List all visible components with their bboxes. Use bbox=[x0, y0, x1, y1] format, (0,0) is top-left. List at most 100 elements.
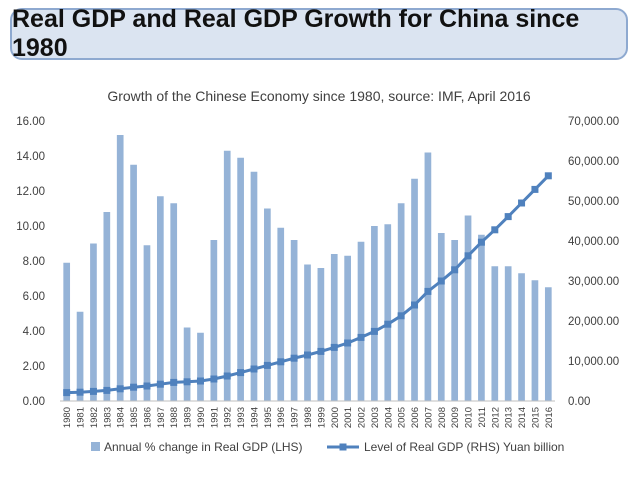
line-point bbox=[143, 382, 151, 390]
line-point bbox=[63, 389, 71, 397]
right-axis: 0.00 10,000.00 20,000.00 30,000.00 40,000.00… bbox=[568, 116, 619, 408]
chart-title: Growth of the Chinese Economy since 1980… bbox=[107, 88, 531, 104]
x-axis-ticks: 1980 1981 1982 1983 1984 1985 1986 1987 1988 1989… bbox=[62, 407, 555, 428]
line-point bbox=[397, 312, 405, 320]
line-series bbox=[63, 172, 552, 397]
x-tick-label: 1983 bbox=[102, 407, 113, 428]
bar bbox=[63, 262, 71, 401]
x-tick-label: 2015 bbox=[530, 407, 541, 428]
line-point bbox=[210, 375, 218, 383]
right-tick-label: 60,000.00 bbox=[568, 156, 619, 168]
x-tick-label: 2006 bbox=[410, 407, 421, 428]
bar bbox=[170, 203, 178, 401]
x-tick-label: 1985 bbox=[129, 407, 140, 428]
line-point bbox=[384, 320, 392, 328]
bar bbox=[384, 224, 392, 401]
left-tick-label: 2.00 bbox=[23, 361, 45, 373]
right-tick-label: 50,000.00 bbox=[568, 196, 619, 208]
x-tick-label: 1993 bbox=[236, 407, 247, 428]
right-tick-label: 20,000.00 bbox=[568, 316, 619, 328]
line-point bbox=[196, 377, 204, 385]
x-tick-label: 1998 bbox=[303, 407, 314, 428]
line-point bbox=[89, 387, 97, 395]
line-point bbox=[330, 343, 338, 351]
line-point bbox=[451, 266, 459, 274]
right-tick-label: 10,000.00 bbox=[568, 356, 619, 368]
left-tick-label: 10.00 bbox=[16, 221, 45, 233]
bar bbox=[344, 255, 351, 401]
x-tick-label: 1980 bbox=[62, 407, 73, 428]
line-point bbox=[183, 378, 191, 386]
x-tick-label: 2012 bbox=[490, 407, 501, 428]
x-tick-label: 1997 bbox=[290, 407, 301, 428]
bar bbox=[451, 240, 459, 401]
bar bbox=[290, 240, 298, 401]
bar bbox=[504, 266, 512, 401]
line-point bbox=[116, 385, 124, 393]
line-point bbox=[250, 365, 258, 373]
x-tick-label: 2001 bbox=[343, 407, 354, 428]
bar bbox=[544, 287, 552, 401]
x-tick-label: 2003 bbox=[370, 407, 381, 428]
bar bbox=[424, 152, 432, 401]
x-tick-label: 2007 bbox=[423, 407, 434, 428]
line-point bbox=[76, 388, 84, 396]
left-tick-label: 0.00 bbox=[23, 396, 45, 408]
line-point bbox=[370, 327, 378, 335]
left-tick-label: 6.00 bbox=[23, 291, 45, 303]
left-axis: 0.00 2.00 4.00 6.00 8.00 10.00 12.00 14.00 16.00 bbox=[16, 116, 45, 408]
legend-line-marker bbox=[339, 443, 347, 451]
bar bbox=[183, 327, 191, 401]
right-tick-label: 0.00 bbox=[568, 396, 590, 408]
left-tick-label: 8.00 bbox=[23, 256, 45, 268]
slide-title: Real GDP and Real GDP Growth for China s… bbox=[12, 5, 580, 62]
x-tick-label: 1982 bbox=[89, 407, 100, 428]
bar bbox=[317, 268, 325, 401]
bar bbox=[357, 241, 365, 401]
x-tick-label: 2009 bbox=[450, 407, 461, 428]
bar bbox=[103, 212, 111, 401]
bar bbox=[464, 215, 472, 401]
x-tick-label: 1992 bbox=[223, 407, 234, 428]
x-tick-label: 1994 bbox=[249, 407, 260, 428]
bar bbox=[130, 164, 137, 401]
legend-line-label: Level of Real GDP (RHS) Yuan billion bbox=[364, 440, 564, 454]
x-tick-label: 2004 bbox=[383, 407, 394, 428]
line-point bbox=[357, 333, 365, 341]
line-point bbox=[464, 252, 472, 260]
line-point bbox=[477, 238, 485, 246]
right-tick-label: 70,000.00 bbox=[568, 116, 619, 128]
bar bbox=[116, 135, 124, 401]
x-tick-label: 2005 bbox=[397, 407, 408, 428]
x-tick-label: 1989 bbox=[183, 407, 194, 428]
x-tick-label: 2010 bbox=[464, 407, 475, 428]
x-tick-label: 1996 bbox=[276, 407, 287, 428]
legend-bar-label: Annual % change in Real GDP (LHS) bbox=[104, 440, 303, 454]
x-tick-label: 1987 bbox=[156, 407, 167, 428]
x-tick-label: 2000 bbox=[330, 407, 341, 428]
x-tick-label: 2008 bbox=[437, 407, 448, 428]
bar bbox=[277, 227, 285, 401]
legend: Annual % change in Real GDP (LHS) Level … bbox=[91, 440, 564, 454]
bar bbox=[76, 311, 84, 401]
line-point bbox=[531, 185, 539, 193]
line-point bbox=[263, 361, 271, 369]
line-point bbox=[317, 347, 325, 355]
bar bbox=[197, 332, 204, 401]
line-point bbox=[491, 226, 499, 234]
x-tick-label: 2011 bbox=[477, 407, 488, 427]
x-tick-label: 1991 bbox=[209, 407, 220, 428]
x-tick-label: 1986 bbox=[142, 407, 153, 428]
line-point bbox=[544, 172, 552, 180]
line-point bbox=[156, 380, 164, 388]
right-tick-label: 30,000.00 bbox=[568, 276, 619, 288]
line-point bbox=[277, 358, 285, 366]
x-tick-label: 2013 bbox=[504, 407, 515, 428]
line-point bbox=[411, 301, 419, 309]
bar-series bbox=[63, 135, 552, 401]
x-tick-label: 1988 bbox=[169, 407, 180, 428]
left-tick-label: 16.00 bbox=[16, 116, 45, 128]
left-tick-label: 12.00 bbox=[16, 186, 45, 198]
x-tick-label: 2002 bbox=[357, 407, 368, 428]
